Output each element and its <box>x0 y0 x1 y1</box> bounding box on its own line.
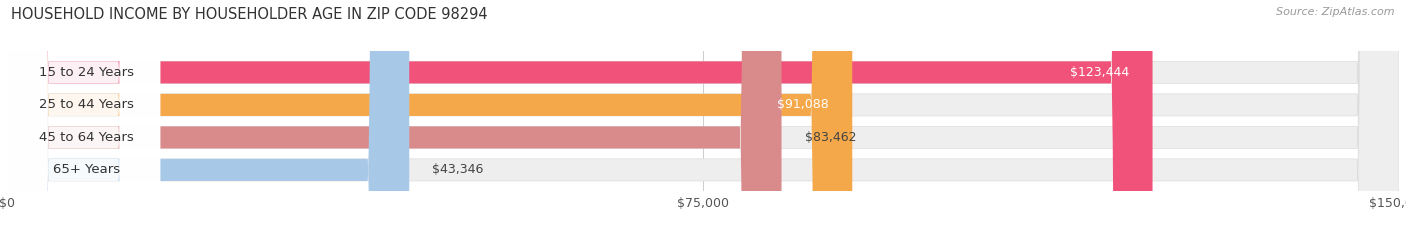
Text: 15 to 24 Years: 15 to 24 Years <box>39 66 134 79</box>
FancyBboxPatch shape <box>7 0 1399 233</box>
FancyBboxPatch shape <box>7 0 852 233</box>
FancyBboxPatch shape <box>7 0 160 233</box>
FancyBboxPatch shape <box>7 0 1399 233</box>
Text: $123,444: $123,444 <box>1070 66 1129 79</box>
FancyBboxPatch shape <box>7 0 1399 233</box>
FancyBboxPatch shape <box>7 0 782 233</box>
Text: 65+ Years: 65+ Years <box>53 163 120 176</box>
FancyBboxPatch shape <box>7 0 1399 233</box>
Text: $83,462: $83,462 <box>804 131 856 144</box>
Text: HOUSEHOLD INCOME BY HOUSEHOLDER AGE IN ZIP CODE 98294: HOUSEHOLD INCOME BY HOUSEHOLDER AGE IN Z… <box>11 7 488 22</box>
Text: $91,088: $91,088 <box>778 98 830 111</box>
FancyBboxPatch shape <box>7 0 409 233</box>
Text: 45 to 64 Years: 45 to 64 Years <box>39 131 134 144</box>
Text: $43,346: $43,346 <box>433 163 484 176</box>
Text: Source: ZipAtlas.com: Source: ZipAtlas.com <box>1277 7 1395 17</box>
FancyBboxPatch shape <box>7 0 160 233</box>
FancyBboxPatch shape <box>7 0 160 233</box>
FancyBboxPatch shape <box>7 0 160 233</box>
FancyBboxPatch shape <box>7 0 1153 233</box>
Text: 25 to 44 Years: 25 to 44 Years <box>39 98 134 111</box>
